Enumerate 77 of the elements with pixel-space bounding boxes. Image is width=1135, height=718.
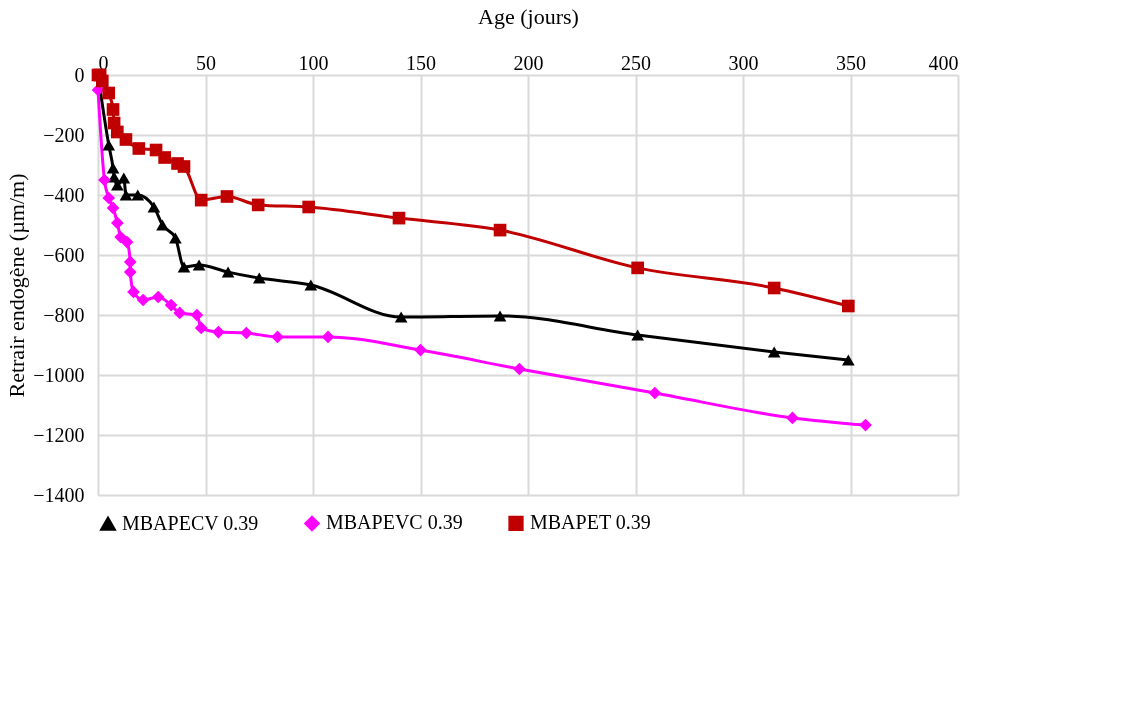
y-tick-label: −1000 [33, 363, 85, 386]
point [842, 299, 855, 313]
point [493, 223, 507, 237]
point [131, 189, 145, 201]
point [212, 325, 225, 339]
point [240, 326, 253, 340]
point [648, 386, 662, 400]
point [251, 198, 265, 212]
point [414, 343, 427, 357]
point [767, 346, 781, 358]
point [147, 201, 161, 213]
x-tick-label: 250 [621, 51, 651, 74]
point [164, 298, 178, 312]
x-axis-title: Age (jours) [478, 3, 579, 29]
x-tick-label: 50 [196, 51, 216, 74]
point [102, 86, 116, 100]
point [132, 142, 146, 155]
point [111, 216, 124, 230]
point [123, 255, 137, 269]
point [127, 285, 140, 299]
point [156, 219, 169, 231]
point [106, 162, 120, 174]
point [631, 261, 644, 275]
x-tick-label: 150 [406, 51, 436, 74]
x-tick-label: 350 [836, 51, 866, 74]
point [842, 354, 855, 366]
x-tick-label: 300 [728, 51, 759, 74]
point [119, 189, 133, 201]
point [158, 151, 171, 164]
point [271, 330, 284, 344]
legend-label: MBAPEVC 0.39 [326, 511, 463, 534]
x-tick-label: 100 [298, 51, 329, 74]
y-tick-label: −200 [43, 123, 85, 146]
point [859, 418, 872, 432]
point [102, 139, 116, 151]
point [177, 160, 191, 173]
point [631, 329, 644, 341]
y-tick-label: −600 [43, 243, 85, 266]
y-tick-label: −800 [43, 303, 85, 326]
point [173, 306, 187, 320]
point [98, 173, 111, 187]
point [221, 266, 235, 278]
point [95, 74, 109, 88]
point [392, 211, 406, 225]
point [123, 265, 137, 279]
point [493, 310, 507, 322]
point [194, 193, 208, 207]
point [190, 308, 204, 322]
legend-label: MBAPECV 0.39 [122, 511, 259, 534]
point [192, 259, 206, 271]
point [304, 279, 318, 291]
point [194, 321, 208, 335]
point [169, 232, 182, 244]
x-tick-label: 200 [513, 51, 544, 74]
point [151, 290, 165, 304]
x-tick-label: 400 [928, 51, 959, 74]
point [102, 191, 116, 205]
y-axis-title: Retrair endogène (µm/m) [4, 173, 30, 398]
point [513, 362, 526, 376]
y-tick-label: −400 [43, 183, 85, 206]
point [136, 293, 150, 307]
point [220, 190, 234, 203]
point [177, 261, 191, 273]
y-tick-label: −1400 [33, 483, 85, 506]
legend-label: MBAPET 0.39 [530, 511, 651, 534]
point [106, 201, 120, 215]
point [106, 103, 120, 116]
point [786, 411, 799, 425]
point [321, 330, 335, 344]
y-tick-label: −1200 [33, 423, 85, 446]
point [252, 272, 266, 284]
point [120, 235, 134, 249]
point [119, 133, 133, 146]
point [302, 200, 316, 214]
point [767, 281, 781, 295]
point [394, 311, 408, 323]
point [117, 172, 131, 184]
